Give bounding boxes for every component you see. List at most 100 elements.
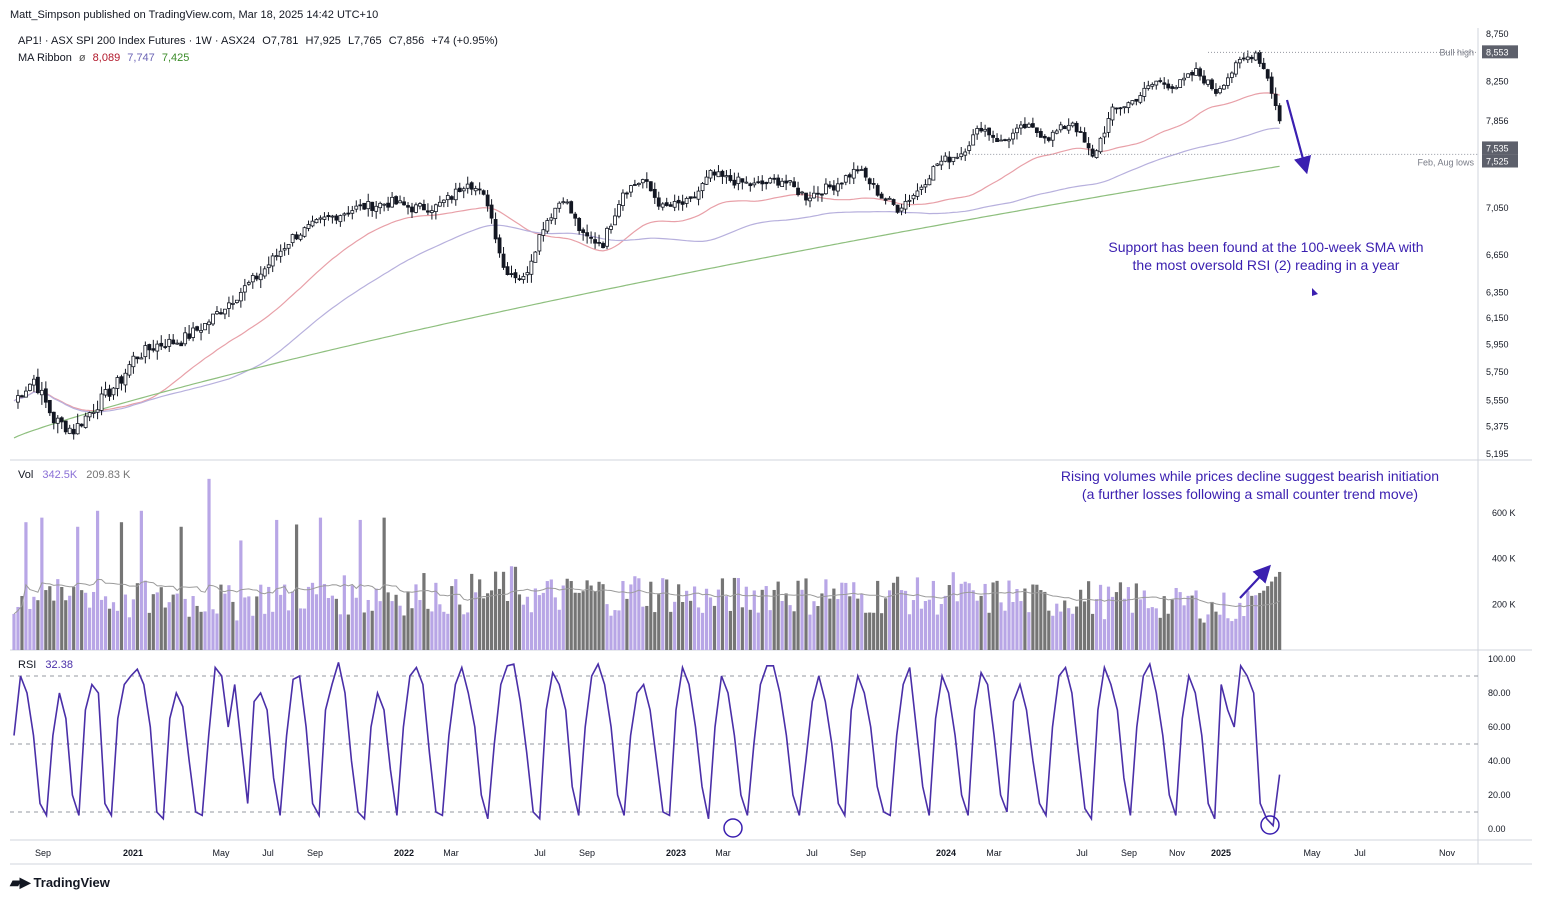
- candle-body[interactable]: [398, 200, 402, 204]
- candle-body[interactable]: [1086, 143, 1091, 149]
- volume-bar[interactable]: [1079, 589, 1083, 650]
- candle-body[interactable]: [67, 427, 72, 434]
- candle-body[interactable]: [748, 183, 753, 187]
- volume-bar[interactable]: [88, 607, 92, 650]
- candle-body[interactable]: [1074, 122, 1079, 133]
- candle-body[interactable]: [99, 393, 104, 411]
- candle-body[interactable]: [1245, 56, 1250, 61]
- volume-bar[interactable]: [283, 584, 287, 650]
- candle-body[interactable]: [75, 423, 80, 435]
- volume-bar[interactable]: [983, 583, 987, 650]
- volume-bar[interactable]: [1226, 618, 1230, 650]
- candle-body[interactable]: [282, 248, 287, 251]
- volume-bar[interactable]: [115, 610, 120, 650]
- candle-body[interactable]: [549, 217, 554, 221]
- volume-bar[interactable]: [760, 589, 764, 650]
- volume-bar[interactable]: [832, 588, 836, 650]
- volume-bar[interactable]: [565, 578, 569, 650]
- candle-body[interactable]: [47, 399, 52, 414]
- volume-bar[interactable]: [844, 582, 848, 650]
- candle-body[interactable]: [433, 204, 438, 213]
- candle-body[interactable]: [107, 388, 112, 397]
- candle-body[interactable]: [63, 420, 68, 433]
- candle-body[interactable]: [999, 139, 1003, 142]
- candle-body[interactable]: [187, 333, 192, 339]
- symbol-line[interactable]: AP1! · ASX SPI 200 Index Futures · 1W · …: [18, 35, 256, 47]
- volume-bar[interactable]: [195, 605, 199, 650]
- rsi-label[interactable]: RSI: [18, 659, 37, 671]
- volume-bar[interactable]: [884, 598, 888, 650]
- candle-body[interactable]: [1158, 80, 1163, 82]
- candle-body[interactable]: [1233, 62, 1238, 75]
- rsi-line[interactable]: [13, 661, 1281, 828]
- candle-body[interactable]: [51, 411, 56, 424]
- volume-bar[interactable]: [1186, 595, 1190, 650]
- volume-bar[interactable]: [434, 582, 438, 650]
- volume-bar[interactable]: [474, 592, 478, 650]
- volume-bar[interactable]: [1246, 591, 1250, 650]
- candle-body[interactable]: [350, 210, 355, 214]
- volume-bar[interactable]: [756, 612, 760, 650]
- volume-bar[interactable]: [406, 591, 410, 650]
- candle-body[interactable]: [525, 272, 530, 276]
- candle-body[interactable]: [1241, 57, 1246, 60]
- volume-bar[interactable]: [390, 601, 394, 650]
- candle-body[interactable]: [370, 201, 375, 211]
- candle-body[interactable]: [246, 282, 251, 285]
- volume-bar[interactable]: [919, 608, 924, 650]
- candle-body[interactable]: [437, 201, 442, 207]
- volume-bar[interactable]: [677, 584, 681, 650]
- candle-body[interactable]: [569, 201, 574, 214]
- candle-body[interactable]: [744, 181, 749, 184]
- volume-bar[interactable]: [736, 578, 740, 650]
- volume-bar[interactable]: [573, 592, 577, 650]
- volume-bar[interactable]: [1015, 589, 1019, 650]
- candle-body[interactable]: [1253, 52, 1258, 61]
- candle-body[interactable]: [294, 234, 299, 240]
- volume-bar[interactable]: [704, 588, 709, 650]
- volume-bar[interactable]: [207, 478, 211, 650]
- candle-body[interactable]: [79, 423, 84, 427]
- candle-body[interactable]: [676, 199, 681, 204]
- candle-body[interactable]: [768, 178, 773, 184]
- volume-bar[interactable]: [836, 599, 840, 650]
- candle-body[interactable]: [565, 201, 570, 204]
- volume-bar[interactable]: [549, 579, 553, 650]
- candle-body[interactable]: [867, 178, 872, 185]
- volume-bar[interactable]: [915, 577, 920, 650]
- volume-bar[interactable]: [1126, 587, 1130, 650]
- volume-bar[interactable]: [119, 522, 124, 650]
- volume-bar[interactable]: [48, 586, 52, 650]
- volume-bar[interactable]: [1206, 614, 1210, 650]
- volume-bar[interactable]: [1094, 598, 1099, 650]
- volume-bar[interactable]: [462, 614, 466, 650]
- candle-body[interactable]: [270, 255, 275, 267]
- volume-bar[interactable]: [179, 526, 183, 650]
- candle-body[interactable]: [342, 213, 347, 216]
- candle-body[interactable]: [668, 204, 673, 207]
- candle-body[interactable]: [262, 268, 267, 277]
- volume-bar[interactable]: [669, 611, 673, 650]
- volume-bar[interactable]: [227, 585, 231, 650]
- candle-body[interactable]: [621, 192, 625, 207]
- volume-bar[interactable]: [923, 601, 928, 650]
- volume-bar[interactable]: [1194, 590, 1198, 650]
- volume-bar[interactable]: [374, 588, 378, 650]
- volume-bar[interactable]: [68, 595, 72, 650]
- candle-body[interactable]: [147, 344, 152, 351]
- candle-body[interactable]: [20, 395, 24, 398]
- volume-bar[interactable]: [1055, 603, 1059, 650]
- candle-body[interactable]: [171, 339, 176, 345]
- candle-body[interactable]: [513, 272, 518, 279]
- candle-body[interactable]: [788, 180, 792, 183]
- volume-bar[interactable]: [601, 584, 605, 650]
- candle-body[interactable]: [1194, 68, 1198, 76]
- volume-bar[interactable]: [131, 599, 135, 650]
- candle-body[interactable]: [1214, 88, 1218, 94]
- volume-bar[interactable]: [963, 581, 967, 650]
- volume-bar[interactable]: [143, 580, 147, 650]
- candle-body[interactable]: [219, 312, 223, 315]
- candle-body[interactable]: [1249, 56, 1254, 60]
- candle-body[interactable]: [1082, 132, 1087, 143]
- candle-body[interactable]: [227, 302, 231, 309]
